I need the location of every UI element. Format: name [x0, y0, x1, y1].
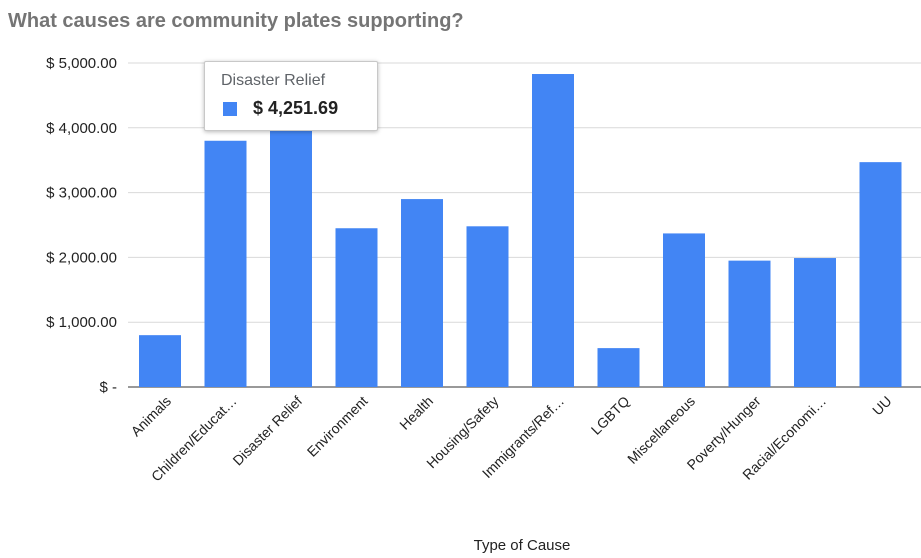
tooltip-category: Disaster Relief — [221, 72, 326, 89]
y-tick-label: $ 3,000.00 — [46, 185, 117, 202]
bar[interactable] — [859, 162, 902, 387]
bar[interactable] — [204, 140, 247, 387]
bar[interactable] — [728, 260, 771, 387]
chart-title: What causes are community plates support… — [8, 10, 464, 32]
tooltip: Disaster Relief $ 4,251.69 — [204, 61, 378, 131]
x-tick-label: Health — [396, 393, 436, 433]
y-tick-label: $ 4,000.00 — [46, 120, 117, 137]
x-tick-label: LGBTQ — [588, 393, 633, 438]
y-tick-label: $ 1,000.00 — [46, 314, 117, 331]
bar[interactable] — [139, 335, 181, 387]
x-tick-label: UU — [869, 393, 895, 419]
bar[interactable] — [663, 233, 705, 387]
tooltip-color-swatch — [223, 102, 237, 116]
x-tick-label: Miscellaneous — [624, 393, 698, 467]
bar[interactable] — [401, 199, 443, 387]
bars — [139, 74, 902, 388]
tooltip-value: $ 4,251.69 — [253, 98, 339, 118]
bar[interactable] — [335, 228, 378, 387]
y-axis-tick-labels: $ - $ 1,000.00 $ 2,000.00 $ 3,000.00 $ 4,000… — [46, 55, 117, 396]
y-tick-label: $ 2,000.00 — [46, 249, 117, 266]
y-tick-label: $ - — [99, 379, 117, 396]
gridlines — [128, 62, 921, 388]
x-tick-label: Disaster Relief — [229, 393, 305, 469]
x-axis-title: Type of Cause — [474, 537, 571, 554]
bar[interactable] — [532, 74, 574, 388]
x-tick-label: Animals — [128, 393, 175, 440]
y-tick-label: $ 5,000.00 — [46, 55, 117, 72]
bar[interactable] — [466, 226, 509, 387]
bar[interactable] — [270, 111, 312, 388]
bar[interactable] — [597, 348, 640, 387]
bar[interactable] — [794, 258, 836, 387]
x-tick-label: Environment — [304, 393, 371, 460]
